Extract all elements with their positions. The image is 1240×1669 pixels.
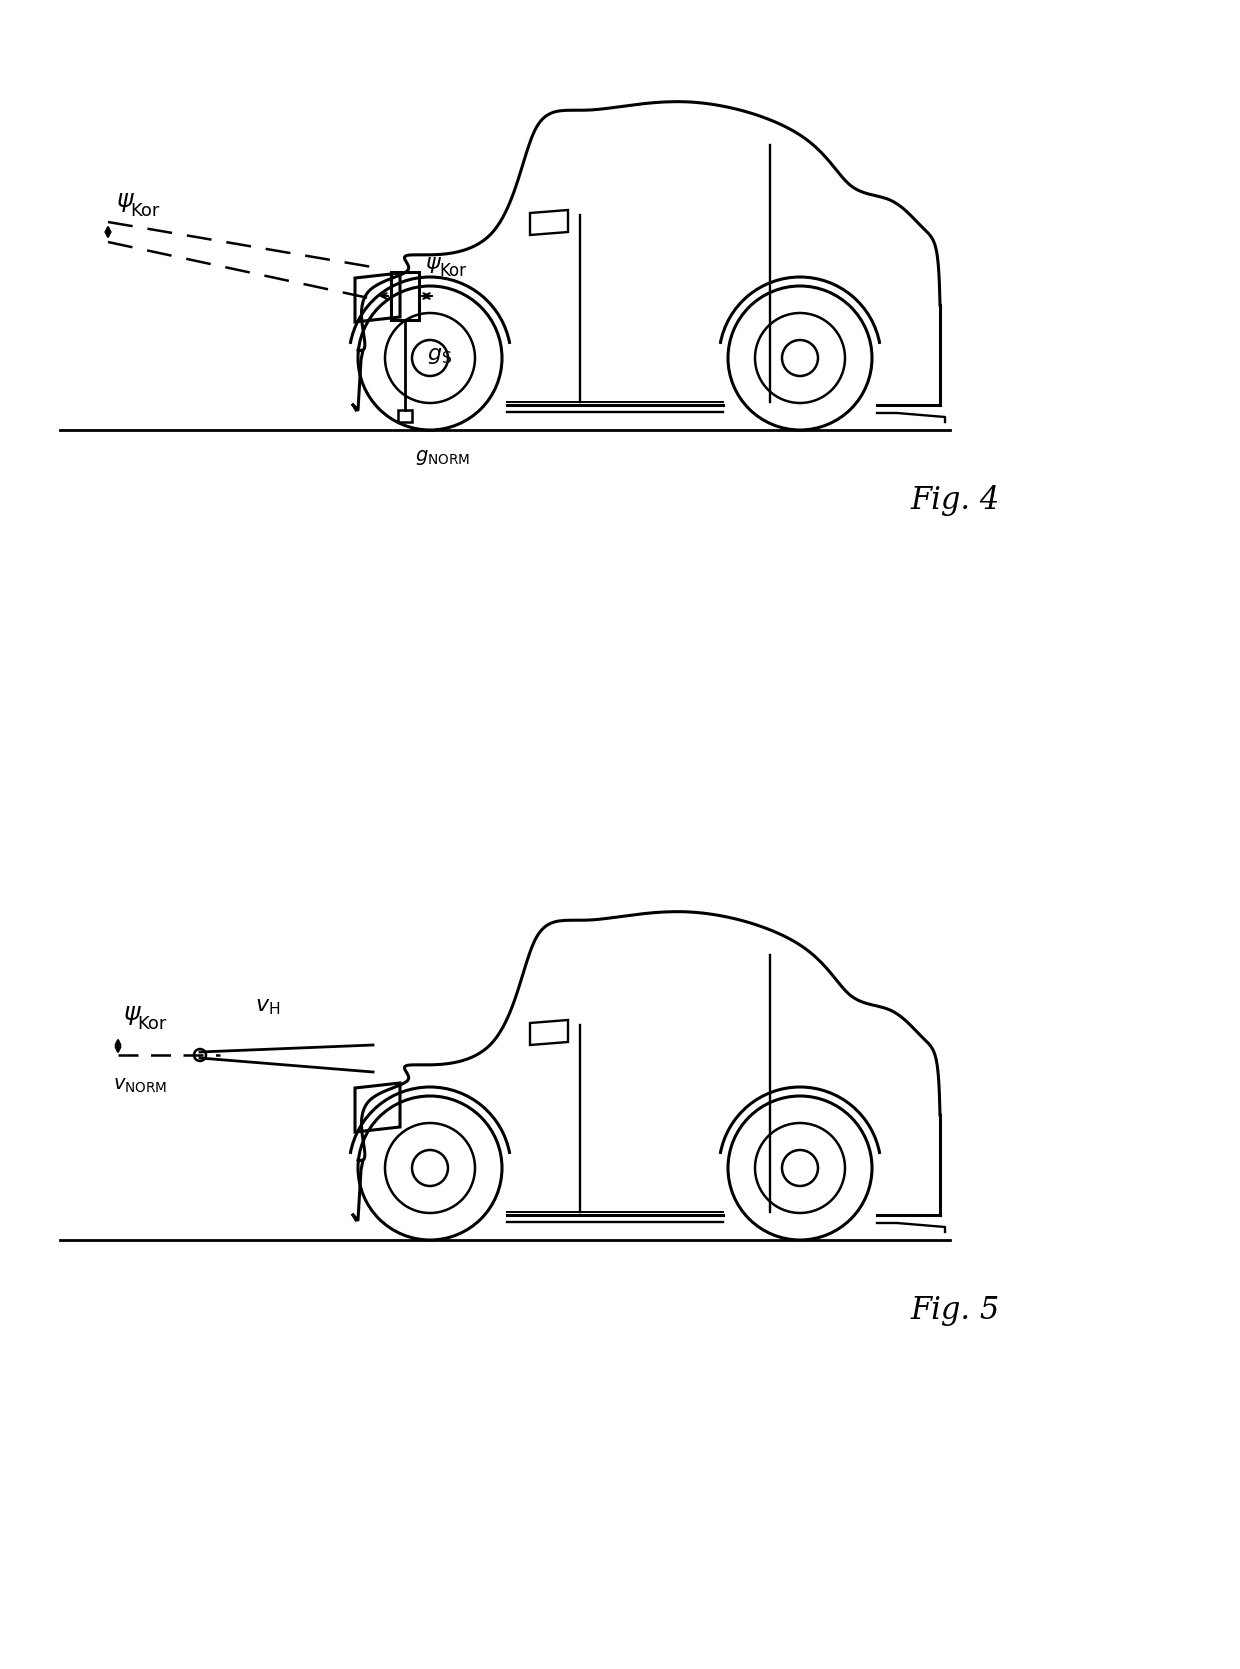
Text: $g_{\rm NORM}$: $g_{\rm NORM}$ (415, 447, 470, 467)
Text: $\psi$: $\psi$ (117, 190, 135, 214)
Text: Fig. 5: Fig. 5 (910, 1295, 999, 1325)
Text: $\psi$: $\psi$ (123, 1003, 141, 1026)
Text: Kor: Kor (130, 202, 160, 220)
Text: $v_{\rm H}$: $v_{\rm H}$ (255, 995, 280, 1016)
Text: $g_{\rm S}$: $g_{\rm S}$ (427, 344, 453, 366)
Text: $\psi$: $\psi$ (425, 254, 441, 275)
Text: Kor: Kor (439, 262, 466, 280)
Text: $v_{\rm NORM}$: $v_{\rm NORM}$ (113, 1077, 167, 1095)
Text: Kor: Kor (136, 1015, 166, 1033)
Text: Fig. 4: Fig. 4 (910, 486, 999, 516)
